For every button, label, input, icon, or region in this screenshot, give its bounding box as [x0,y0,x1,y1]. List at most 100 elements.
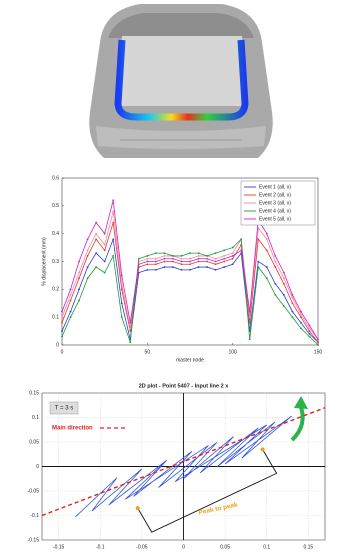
data-point [274,261,276,263]
data-point [87,238,89,240]
data-point [164,261,166,263]
data-point [292,297,294,299]
data-point [215,261,217,263]
peak-dot [261,447,265,451]
data-point [172,258,174,260]
data-point [61,336,63,338]
data-point [300,327,302,329]
data-point [155,269,157,271]
data-point [70,300,72,302]
data-point [181,261,183,263]
data-point [257,266,259,268]
data-point [198,261,200,263]
data-point [112,211,114,213]
data-point [146,258,148,260]
figure: 00.10.20.30.40.50.6050100150master node%… [0,0,358,556]
data-point [155,261,157,263]
data-point [104,272,106,274]
data-point [70,288,72,290]
data-point [292,294,294,296]
x-tick-label: 0.05 [220,544,230,550]
x-tick-label: -0.15 [53,544,65,550]
data-point [223,266,225,268]
data-point [283,272,285,274]
annotation: Peak to peak [198,501,239,516]
page: 00.10.20.30.40.50.6050100150master node%… [0,0,358,556]
data-point [155,252,157,254]
data-point [129,327,131,329]
data-point [181,263,183,265]
car-roof [108,13,254,38]
data-point [78,300,80,302]
y-tick-label: 0 [36,464,39,470]
data-point [129,330,131,332]
data-point [198,258,200,260]
data-point [249,316,251,318]
series-line [62,239,318,342]
data-point [317,341,319,343]
y-tick-label: 0.6 [52,175,59,181]
y-tick-label: 0.3 [52,259,59,265]
data-point [172,255,174,257]
data-point [257,261,259,263]
data-point [87,266,89,268]
data-point [78,261,80,263]
data-point [232,258,234,260]
data-point [78,288,80,290]
data-point [112,199,114,201]
data-point [292,316,294,318]
data-point [104,261,106,263]
data-point [104,244,106,246]
data-point [164,255,166,257]
data-point [129,322,131,324]
x-tick-label: 100 [228,349,237,355]
data-point [300,313,302,315]
y-tick-label: 0.05 [29,439,39,445]
data-point [206,266,208,268]
data-point [181,255,183,257]
legend-label: Event 4 (all, x) [259,208,291,214]
data-point [206,255,208,257]
car-render [89,4,272,158]
data-point [78,277,80,279]
x-tick-label: -0.05 [136,544,148,550]
rotation-arrow [292,404,303,440]
data-point [61,330,63,332]
data-point [300,316,302,318]
series-label: Main direction [52,426,93,432]
data-point [317,339,319,341]
x-axis-label: master node [176,357,204,363]
data-point [172,266,174,268]
data-point [266,233,268,235]
data-point [206,261,208,263]
data-point [283,277,285,279]
data-point [240,238,242,240]
data-point [274,266,276,268]
data-point [87,277,89,279]
data-point [146,263,148,265]
data-point [189,252,191,254]
data-point [87,255,89,257]
data-point [61,322,63,324]
y-tick-label: -0.1 [30,513,39,519]
data-point [198,252,200,254]
x-tick-label: -0.1 [96,544,105,550]
data-point [300,311,302,313]
data-point [274,283,276,285]
data-point [70,316,72,318]
x-tick-label: 150 [314,349,323,355]
legend-label: Event 3 (all, x) [259,200,291,206]
data-point [189,261,191,263]
y-tick-label: 0.1 [32,415,39,421]
data-point [95,233,97,235]
data-point [215,269,217,271]
data-point [189,258,191,260]
data-point [121,275,123,277]
data-point [274,255,276,257]
data-point [309,336,311,338]
data-point [206,258,208,260]
data-point [78,272,80,274]
y-tick-label: 0.4 [52,231,59,237]
data-point [112,238,114,240]
data-point [112,222,114,224]
